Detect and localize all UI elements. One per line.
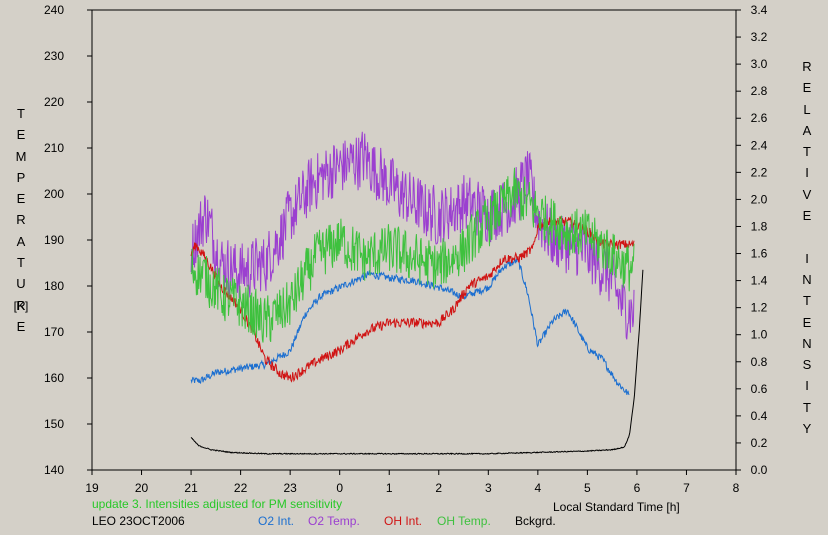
y-right-tick-label: 2.0 <box>751 192 768 206</box>
axis-label-letter: P <box>16 169 26 185</box>
axis-label-letter: I <box>805 165 809 181</box>
x-tick-label: 3 <box>485 481 492 495</box>
axis-label-letter: S <box>802 357 812 373</box>
y-left-tick-label: 210 <box>44 141 64 155</box>
axis-label-letter: L <box>803 101 811 117</box>
y-right-tick-label: 0.6 <box>751 382 768 396</box>
x-tick-label: 0 <box>336 481 343 495</box>
y-left-tick-label: 200 <box>44 187 64 201</box>
axis-label-letter: E <box>16 191 26 207</box>
axis-label-letter: T <box>803 399 811 415</box>
legend-item: O2 Int. <box>258 514 295 528</box>
x-tick-label: 23 <box>283 481 297 495</box>
axis-label-letter: I <box>805 378 809 394</box>
y-left-tick-label: 170 <box>44 325 64 339</box>
x-tick-label: 8 <box>733 481 740 495</box>
legend-item: O2 Temp. <box>308 514 360 528</box>
axis-label-letter: V <box>802 186 812 202</box>
x-tick-label: 22 <box>234 481 248 495</box>
y-right-tick-label: 1.8 <box>751 219 768 233</box>
y-right-tick-label: 2.4 <box>751 138 768 152</box>
y-right-tick-label: 3.0 <box>751 57 768 71</box>
series-line-o2-int <box>190 256 630 396</box>
axis-label-letter: A <box>802 122 812 138</box>
legend-item: OH Int. <box>384 514 423 528</box>
axis-label-letter: E <box>802 80 812 96</box>
y-right-tick-label: 1.4 <box>751 274 768 288</box>
legend-item: Bckgrd. <box>515 514 556 528</box>
y-right-tick-label: 0.4 <box>751 409 768 423</box>
y-right-tick-label: 1.2 <box>751 301 768 315</box>
axis-label-letter: E <box>802 314 812 330</box>
y-left-tick-label: 220 <box>44 95 64 109</box>
y-right-tick-label: 0.2 <box>751 436 768 450</box>
annotation-text: update 3. Intensities adjusted for PM se… <box>92 497 343 511</box>
y-left-tick-label: 190 <box>44 233 64 247</box>
y-left-tick-label: 140 <box>44 463 64 477</box>
y-right-tick-label: 3.4 <box>751 3 768 17</box>
y-right-tick-label: 3.2 <box>751 30 768 44</box>
axis-label-letter: T <box>803 144 811 160</box>
y-right-tick-label: 1.0 <box>751 328 768 342</box>
axis-label-letter: T <box>17 255 25 271</box>
x-tick-label: 7 <box>683 481 690 495</box>
series-line-oh-temp <box>190 167 635 343</box>
y-left-tick-label: 230 <box>44 49 64 63</box>
x-tick-label: 2 <box>435 481 442 495</box>
axis-label-letter: N <box>802 271 812 287</box>
y-left-tick-label: 150 <box>44 417 64 431</box>
y-left-tick-label: 240 <box>44 3 64 17</box>
axis-label-letter: I <box>805 250 809 266</box>
axis-label-letter: E <box>802 208 812 224</box>
axis-label-letter: R <box>16 297 26 313</box>
y-right-tick-label: 0.0 <box>751 463 768 477</box>
legend-item: OH Temp. <box>437 514 491 528</box>
y-right-tick-label: 2.2 <box>751 165 768 179</box>
x-tick-label: 20 <box>135 481 149 495</box>
axis-label-letter: R <box>802 59 812 74</box>
x-tick-label: 1 <box>386 481 393 495</box>
axis-label-letter: E <box>16 127 26 143</box>
y-right-tick-label: 2.8 <box>751 84 768 98</box>
axis-label-letter: N <box>802 335 812 351</box>
axis-label-letter: R <box>16 212 26 228</box>
axis-label-letter: Y <box>802 421 812 437</box>
x-tick-label: 6 <box>634 481 641 495</box>
x-axis-label: Local Standard Time [h] <box>553 500 680 514</box>
station-label: LEO 23OCT2006 <box>92 514 185 528</box>
x-tick-label: 5 <box>584 481 591 495</box>
series-line-bckgrd <box>190 269 644 455</box>
y-right-tick-label: 2.6 <box>751 111 768 125</box>
axis-label-letter: U <box>16 276 26 292</box>
axis-label-letter: T <box>17 106 25 121</box>
y-left-tick-label: 180 <box>44 279 64 293</box>
y-left-tick-label: 160 <box>44 371 64 385</box>
axis-label-letter: E <box>16 318 26 334</box>
y-right-tick-label: 0.8 <box>751 355 768 369</box>
axis-label-letter: T <box>803 293 811 309</box>
y-right-tick-label: 1.6 <box>751 247 768 261</box>
x-tick-label: 19 <box>85 481 99 495</box>
y-left-unit: [K] <box>13 299 29 313</box>
axis-label-letter <box>796 226 818 247</box>
axis-label-letter: A <box>16 233 26 249</box>
x-tick-label: 21 <box>184 481 198 495</box>
x-tick-label: 4 <box>535 481 542 495</box>
plot-area <box>91 9 737 471</box>
axis-label-letter: M <box>15 148 27 164</box>
